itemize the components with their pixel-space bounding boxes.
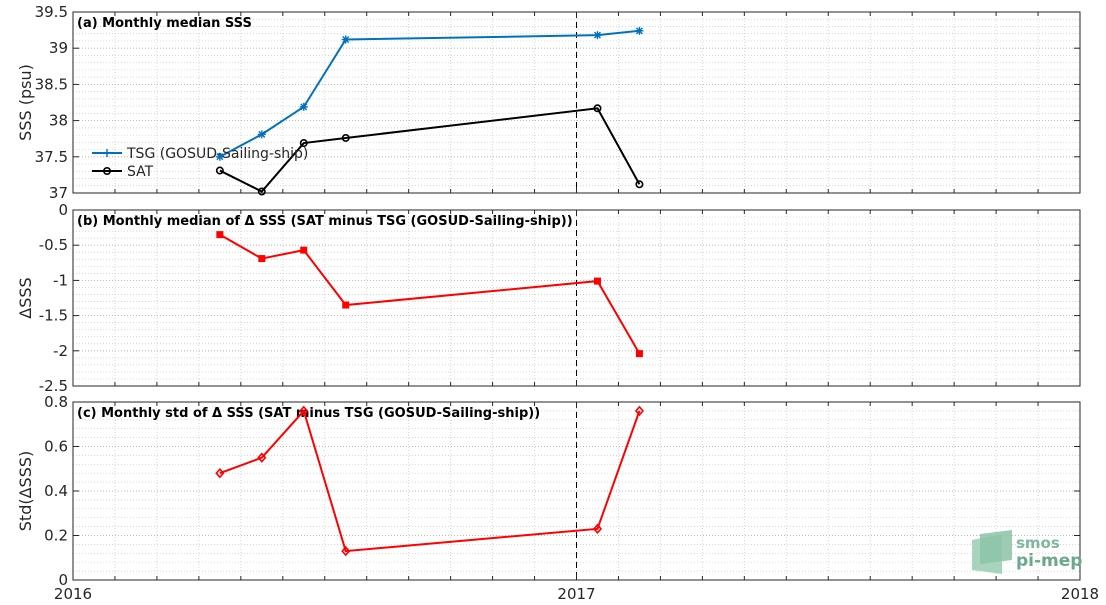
ytick-label: 0.4: [44, 482, 68, 500]
data-point: [635, 180, 644, 189]
logo-mark-shade: [980, 530, 1012, 564]
legend-label: SAT: [127, 164, 154, 180]
data-point: [258, 255, 266, 263]
star-mark: [258, 130, 266, 138]
ytick-label: 37.5: [35, 148, 68, 166]
ytick-label: 0: [58, 201, 68, 219]
legend: TSG (GOSUD-Sailing-ship) SAT: [92, 146, 308, 180]
data-point: [215, 467, 225, 479]
plot-area: 37 37.5 38 38.5 39 39.5 SSS (psu) (a) Monthly m…: [16, 3, 1099, 603]
data-point: [342, 301, 350, 309]
data-point: [593, 104, 602, 113]
logo-line2: pi-mep: [1016, 551, 1082, 571]
data-point: [215, 166, 224, 175]
data-point: [299, 405, 309, 417]
data-point: [299, 102, 308, 111]
data-point: [593, 31, 602, 40]
ytick-label: -2: [53, 342, 68, 360]
ylabel: Std(ΔSSS): [16, 451, 35, 531]
panel-0: 37 37.5 38 38.5 39 39.5 SSS (psu) (a) Monthly m…: [16, 3, 1081, 202]
logo-line1: smos: [1016, 534, 1060, 552]
data-point: [635, 26, 644, 35]
ylabel: ΔSSS: [16, 277, 35, 318]
data-point: [341, 545, 351, 557]
ytick-label: 38.5: [35, 75, 68, 93]
data-point: [300, 246, 308, 254]
ytick-label: 0: [58, 571, 68, 589]
ytick-label: -0.5: [39, 236, 68, 254]
series-line: [219, 408, 641, 553]
data-point: [257, 187, 266, 196]
ytick-label: 39: [49, 39, 68, 57]
panel-title: (a) Monthly median SSS: [77, 16, 252, 31]
star-mark: [300, 103, 308, 111]
legend-label: TSG (GOSUD-Sailing-ship): [126, 146, 308, 162]
data-point: [592, 523, 603, 535]
xtick-label: 2018: [1061, 585, 1099, 603]
series-line: [219, 29, 640, 158]
data-point: [216, 231, 224, 239]
data-point: [341, 133, 350, 142]
data-point: [634, 405, 645, 417]
series-line: [219, 233, 641, 355]
legend-marker: [103, 167, 112, 176]
xtick-label: 2016: [54, 585, 92, 603]
data-point: [257, 452, 267, 463]
series-line: [219, 107, 641, 193]
panel-2: 0 0.2 0.4 0.6 0.8 Std(ΔSSS) (c) Monthly std of…: [16, 393, 1099, 603]
ytick-label: 37: [49, 184, 68, 202]
data-point: [593, 277, 601, 285]
data-point: [635, 350, 643, 358]
ytick-label: -1.5: [39, 307, 68, 325]
data-point: [215, 152, 224, 161]
star-mark: [635, 27, 643, 35]
star-mark: [216, 153, 224, 161]
ylabel: SSS (psu): [16, 64, 35, 141]
ytick-label: 0.8: [44, 393, 68, 411]
panel-title: (c) Monthly std of Δ SSS (SAT minus TSG …: [77, 406, 540, 421]
data-point: [257, 130, 266, 139]
panel-title: (b) Monthly median of Δ SSS (SAT minus T…: [77, 214, 573, 229]
data-point: [341, 35, 350, 44]
ytick-label: 0.6: [44, 438, 68, 456]
smos-pimep-logo: smos pi-mep: [972, 530, 1082, 574]
ytick-label: 0.2: [44, 527, 68, 545]
panel-1: -2.5 -2 -1.5 -1 -0.5 0 ΔSSS (b) Monthly median …: [16, 201, 1081, 395]
ytick-label: -1: [53, 271, 68, 289]
ytick-label: 39.5: [35, 3, 68, 21]
star-mark: [342, 36, 350, 44]
star-mark: [593, 31, 601, 39]
data-point: [299, 139, 308, 148]
xtick-label: 2017: [557, 585, 595, 603]
ytick-label: -2.5: [39, 377, 68, 395]
ytick-label: 38: [49, 112, 68, 130]
